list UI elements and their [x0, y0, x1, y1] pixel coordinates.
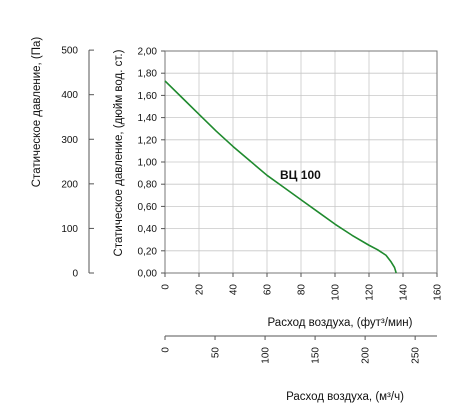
x-secondary-tick-label: 100: [261, 347, 272, 364]
x-tick-label: 40: [229, 284, 240, 296]
y-tick-label: 0,20: [138, 246, 158, 257]
y-tick-label: 1,40: [138, 113, 158, 124]
y-tick-label: 2,00: [138, 47, 158, 58]
x-secondary-tick-label: 0: [161, 347, 172, 353]
y-tick-label: 1,20: [138, 135, 158, 146]
y-secondary-axis-title: Статическое давление, (Па): [31, 37, 43, 188]
x-tick-label: 120: [365, 284, 376, 301]
y-secondary-tick-label: 500: [61, 46, 78, 57]
series-layer: [164, 80, 397, 274]
x-secondary-axis: 0 50 100 150 200 250: [161, 335, 437, 364]
y-tick-label: 0,00: [138, 269, 158, 280]
x-secondary-tick-label: 250: [411, 347, 422, 364]
y-tick-label: 1,80: [138, 69, 158, 80]
x-secondary-tick-label: 200: [361, 347, 372, 364]
x-tick-label: 160: [433, 284, 444, 301]
x-primary-ticks: 0 20 40 60 80 100 120 140 160: [161, 273, 444, 301]
y-secondary-tick-label: 0: [72, 269, 78, 280]
x-secondary-tick-label: 50: [211, 347, 222, 359]
y-secondary-tick-label: 100: [61, 224, 78, 235]
y-secondary-tick-label: 400: [61, 90, 78, 101]
y-tick-label: 1,00: [138, 158, 158, 169]
y-tick-label: 0,80: [138, 180, 158, 191]
y-tick-label: 1,60: [138, 91, 158, 102]
x-tick-label: 0: [161, 284, 172, 290]
x-tick-label: 20: [195, 284, 206, 296]
y-tick-label: 0,60: [138, 202, 158, 213]
y-primary-axis-title: Статическое давление, (дюйм вод. ст.): [113, 49, 125, 256]
x-secondary-tick-label: 150: [311, 347, 322, 364]
y-secondary-tick-label: 200: [61, 179, 78, 190]
series-line: [164, 80, 397, 274]
x-tick-label: 100: [331, 284, 342, 301]
grid-lines: [164, 50, 438, 274]
series-label: ВЦ 100: [280, 168, 321, 182]
x-tick-label: 60: [263, 284, 274, 296]
y-tick-label: 0,40: [138, 224, 158, 235]
y-primary-ticks: 0,00 0,20 0,40 0,60 0,80 1,00 1,20 1,40 1,60 1,80…: [138, 47, 165, 280]
x-tick-label: 140: [399, 284, 410, 301]
y-secondary-axis: 0 100 200 300 400 500: [61, 46, 94, 280]
x-tick-label: 80: [297, 284, 308, 296]
y-secondary-tick-label: 300: [61, 135, 78, 146]
x-secondary-axis-title: Расход воздуха, (м³/ч): [286, 391, 404, 403]
x-primary-axis-title: Расход воздуха, (фут³/мин): [268, 317, 413, 329]
